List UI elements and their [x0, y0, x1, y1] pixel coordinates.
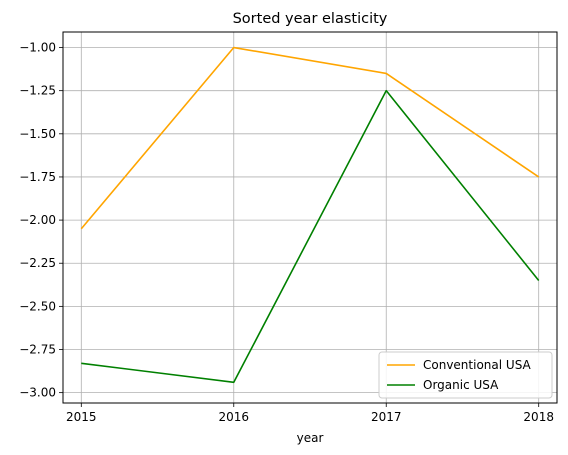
y-tick-label: −1.75	[19, 170, 56, 184]
legend-label-conventional-usa: Conventional USA	[423, 358, 532, 372]
plot-area-frame	[62, 31, 558, 404]
series-lines	[80, 46, 540, 384]
x-tick-label: 2017	[371, 410, 402, 424]
y-tick-label: −2.25	[19, 256, 56, 270]
y-tick-label: −1.00	[19, 41, 56, 55]
chart-title: Sorted year elasticity	[233, 11, 388, 27]
x-axis: 2015 2016 2017 2018	[66, 403, 554, 424]
grid-lines	[63, 32, 557, 403]
y-tick-label: −2.75	[19, 343, 56, 357]
y-tick-label: −1.25	[19, 84, 56, 98]
x-tick-label: 2015	[66, 410, 97, 424]
x-tick-label: 2016	[218, 410, 249, 424]
y-tick-label: −2.50	[19, 299, 56, 313]
legend-label-organic-usa: Organic USA	[423, 378, 499, 392]
legend-box	[378, 351, 553, 399]
x-tick-label: 2018	[523, 410, 554, 424]
legend: Conventional USA Organic USA	[378, 351, 553, 399]
series-line-conventional-usa	[80, 46, 540, 230]
y-tick-label: −3.00	[19, 386, 56, 400]
y-axis: −1.00 −1.25 −1.50 −1.75 −2.00 −2.25 −2.50 −2.75…	[19, 41, 63, 400]
series-line-organic-usa	[81, 89, 540, 384]
y-tick-label: −2.00	[19, 213, 56, 227]
y-tick-label: −1.50	[19, 127, 56, 141]
x-axis-label: year	[297, 431, 324, 445]
